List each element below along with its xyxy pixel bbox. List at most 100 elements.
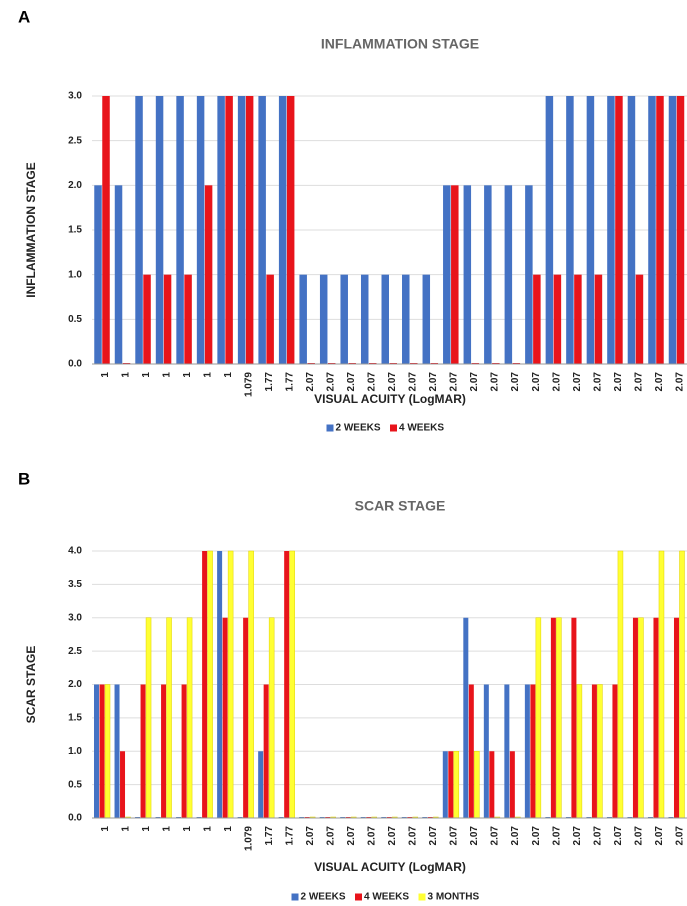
bar (114, 185, 123, 364)
x-tick-label: 1.079 (244, 826, 255, 851)
bar (489, 751, 495, 818)
x-tick-label: 1.77 (285, 826, 296, 846)
y-tick-label: 2.0 (68, 679, 82, 690)
legend-label: 2 WEEKS (301, 892, 346, 903)
bar (673, 617, 679, 818)
bar (299, 274, 307, 364)
bar (381, 274, 389, 364)
legend-swatch (390, 424, 397, 432)
x-tick-label: 1 (141, 826, 152, 832)
bar (284, 551, 290, 818)
bar (289, 550, 295, 819)
legend-swatch (355, 893, 362, 901)
bar (679, 550, 685, 819)
bar (248, 550, 254, 819)
legend-swatch (291, 893, 299, 901)
x-tick-label: 2.07 (510, 826, 521, 846)
bar (207, 550, 213, 819)
x-tick-label: 2.07 (674, 372, 685, 392)
bar (484, 185, 492, 364)
y-tick-label: 4.0 (68, 546, 82, 557)
x-tick-label: 2.07 (654, 826, 665, 846)
bar (145, 617, 152, 819)
x-tick-label: 2.07 (367, 826, 378, 846)
x-tick-label: 2.07 (469, 372, 480, 392)
bar (676, 96, 685, 364)
x-tick-label: 1 (120, 372, 131, 378)
panel-letter: A (18, 7, 30, 26)
x-tick-label: 1 (202, 372, 213, 378)
bar (263, 684, 269, 818)
x-tick-label: 2.07 (490, 826, 501, 846)
bar (104, 684, 111, 819)
bar (102, 96, 110, 364)
x-tick-label: 2.07 (510, 372, 521, 392)
bar (266, 274, 274, 364)
panel-letter: B (18, 469, 30, 488)
bar (99, 684, 105, 818)
bar (163, 274, 172, 364)
bar (648, 96, 656, 364)
x-tick-label: 1.77 (264, 826, 275, 846)
bar (340, 274, 348, 364)
bar (286, 96, 295, 364)
bar (612, 684, 618, 818)
bar (586, 96, 595, 364)
x-axis-title: VISUAL ACUITY (LogMAR) (314, 860, 466, 874)
x-tick-label: 2.07 (469, 826, 480, 846)
x-tick-label: 1 (202, 826, 213, 832)
x-tick-label: 2.07 (305, 372, 316, 392)
bar (463, 185, 472, 364)
bar (653, 617, 659, 818)
bar (463, 617, 469, 818)
bar (94, 185, 102, 364)
x-tick-label: 2.07 (326, 826, 337, 846)
chart-title: INFLAMMATION STAGE (321, 36, 479, 52)
x-tick-label: 2.07 (592, 826, 603, 846)
bar (632, 617, 638, 818)
bar (468, 684, 474, 818)
bar (204, 185, 213, 364)
bar (402, 274, 410, 364)
bar (545, 96, 554, 364)
bar (217, 551, 223, 818)
bar (571, 617, 577, 818)
x-tick-label: 2.07 (387, 372, 398, 392)
x-tick-label: 2.07 (449, 826, 460, 846)
x-axis-title: VISUAL ACUITY (LogMAR) (314, 392, 466, 406)
x-tick-label: 2.07 (408, 372, 419, 392)
x-tick-label: 1 (161, 826, 172, 832)
bar (617, 550, 624, 819)
x-tick-label: 2.07 (531, 372, 542, 392)
y-tick-label: 2.5 (68, 135, 82, 146)
x-tick-label: 2.07 (633, 826, 644, 846)
x-tick-label: 2.07 (449, 372, 460, 392)
y-tick-label: 1.0 (68, 746, 82, 757)
bar (258, 751, 264, 818)
bar (627, 96, 636, 364)
y-tick-label: 2.5 (68, 646, 82, 657)
x-tick-label: 2.07 (592, 372, 603, 392)
bar (443, 185, 451, 364)
bar (186, 617, 193, 819)
bar (155, 96, 164, 364)
x-tick-label: 2.07 (428, 826, 439, 846)
x-tick-label: 2.07 (387, 826, 398, 846)
bar (533, 274, 541, 364)
y-tick-label: 0.5 (68, 779, 82, 790)
x-tick-label: 1 (182, 372, 193, 378)
y-axis-title: INFLAMMATION STAGE (24, 162, 38, 298)
x-tick-label: 1.77 (264, 372, 275, 392)
x-tick-label: 1.77 (285, 372, 296, 392)
x-tick-label: 1 (100, 372, 111, 378)
bar (504, 684, 510, 818)
legend-label: 4 WEEKS (399, 423, 444, 434)
bar (176, 96, 184, 364)
bar (184, 274, 192, 364)
x-tick-label: 2.07 (572, 372, 583, 392)
legend-label: 3 MONTHS (428, 892, 480, 903)
bar (615, 96, 623, 364)
bar (656, 96, 664, 364)
x-tick-label: 2.07 (490, 372, 501, 392)
